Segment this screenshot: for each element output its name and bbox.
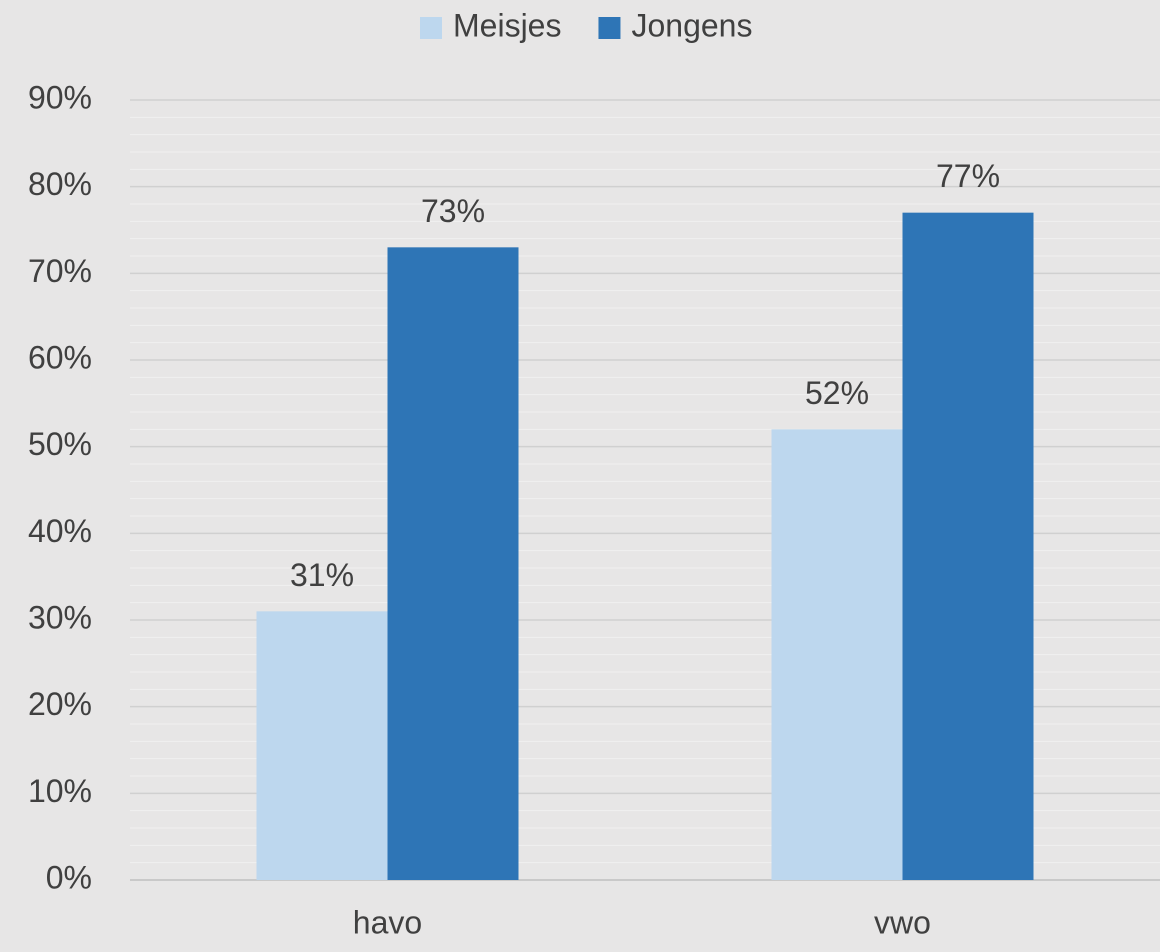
data-label: 31% bbox=[290, 557, 354, 593]
data-label: 73% bbox=[421, 193, 485, 229]
bar bbox=[256, 611, 388, 880]
y-tick-label: 60% bbox=[28, 339, 92, 375]
legend: Meisjes Jongens bbox=[420, 7, 752, 43]
bars bbox=[256, 212, 1034, 881]
legend-swatch bbox=[420, 17, 442, 39]
labels: 0% 10% 20% 30% 40% 50% 60% 70% 80% 90% havo 31% 73% v… bbox=[28, 79, 1000, 940]
y-tick-label: 20% bbox=[28, 686, 92, 722]
y-tick-label: 10% bbox=[28, 773, 92, 809]
y-tick-label: 30% bbox=[28, 599, 92, 635]
y-tick-label: 90% bbox=[28, 79, 92, 115]
x-tick-label: vwo bbox=[874, 904, 931, 940]
bar bbox=[902, 212, 1034, 880]
y-tick-label: 50% bbox=[28, 426, 92, 462]
data-label: 77% bbox=[936, 158, 1000, 194]
y-tick-label: 70% bbox=[28, 253, 92, 289]
y-tick-label: 80% bbox=[28, 166, 92, 202]
x-tick-label: havo bbox=[353, 904, 422, 940]
bar bbox=[387, 247, 519, 881]
legend-swatch bbox=[598, 17, 621, 39]
data-label: 52% bbox=[805, 375, 869, 411]
legend-label: Meisjes bbox=[453, 7, 561, 43]
y-tick-label: 40% bbox=[28, 513, 92, 549]
y-tick-label: 0% bbox=[46, 859, 92, 895]
legend-label: Jongens bbox=[631, 7, 752, 43]
bar bbox=[771, 429, 903, 880]
